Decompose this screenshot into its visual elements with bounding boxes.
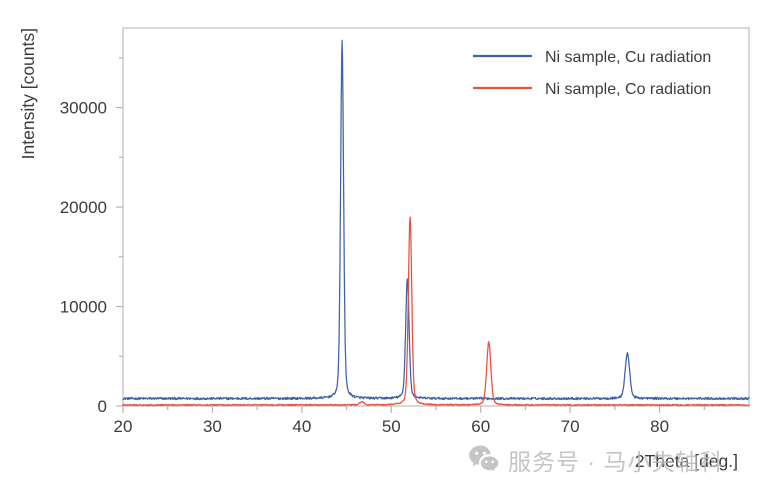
x-tick-label: 70 [561, 417, 580, 436]
x-tick-label: 60 [471, 417, 490, 436]
legend-label-co: Ni sample, Co radiation [545, 81, 711, 98]
xrd-trace-co [122, 216, 750, 407]
legend-item-co: Ni sample, Co radiation [473, 81, 711, 98]
axes-layer: 20 30 40 50 60 70 80 0 10000 20000 30000 [60, 27, 750, 436]
y-axis-label: Intensity [counts] [18, 28, 38, 159]
x-tick-label: 50 [382, 417, 401, 436]
y-tick-label: 20000 [60, 198, 107, 217]
watermark-text: 服务号 · 马小失轴科 [508, 449, 723, 475]
wechat-icon [469, 445, 500, 474]
x-tick-label: 20 [114, 417, 133, 436]
x-tick-label: 30 [203, 417, 222, 436]
legend: Ni sample, Cu radiation Ni sample, Co ra… [473, 49, 711, 98]
y-tick-label: 30000 [60, 99, 107, 118]
series-layer [122, 39, 750, 407]
x-tick-label: 80 [650, 417, 669, 436]
x-axis-label: 2Theta [deg.] [635, 451, 738, 471]
legend-label-cu: Ni sample, Cu radiation [545, 49, 711, 66]
x-tick-label: 40 [292, 417, 311, 436]
xrd-trace-cu [122, 39, 750, 401]
legend-item-cu: Ni sample, Cu radiation [473, 49, 711, 66]
watermark: 服务号 · 马小失轴科 [469, 445, 723, 475]
y-tick-label: 10000 [60, 298, 107, 317]
axis-labels: 2Theta [deg.] Intensity [counts] [18, 28, 738, 471]
y-tick-label: 0 [98, 397, 107, 416]
